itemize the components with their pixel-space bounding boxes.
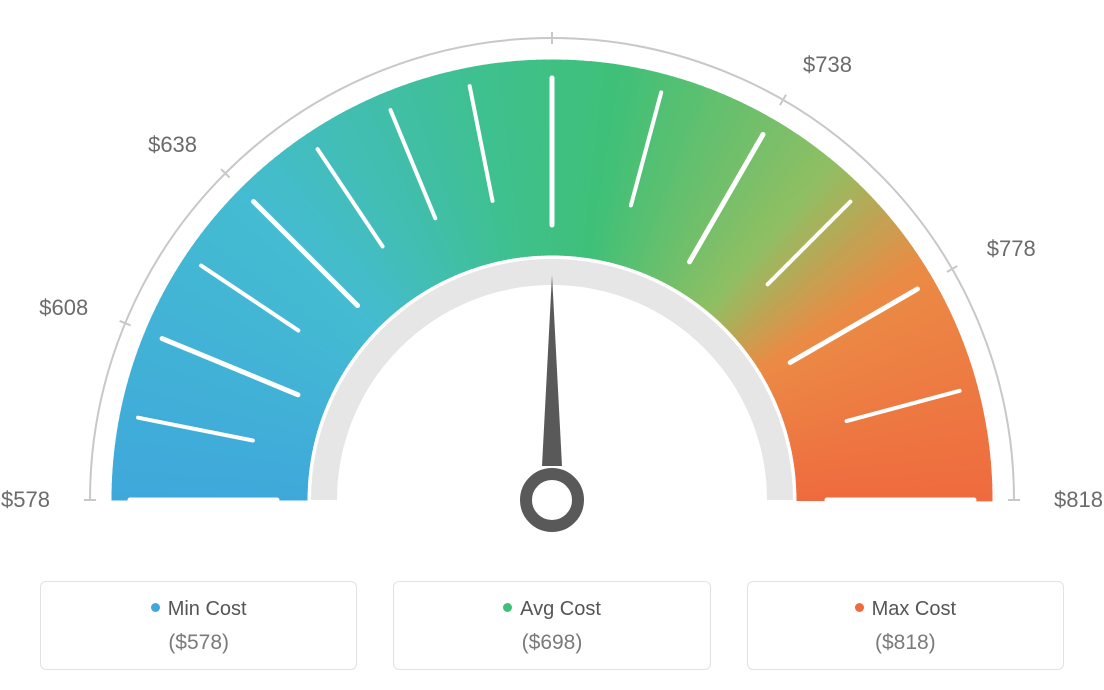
dot-icon: [151, 603, 160, 612]
dot-icon: [503, 603, 512, 612]
legend-title-text: Max Cost: [872, 598, 956, 620]
legend-card-avg: Avg Cost ($698): [393, 581, 710, 670]
gauge-svg: [0, 0, 1104, 560]
gauge-tick-label: $638: [148, 132, 197, 158]
gauge-tick-label: $608: [39, 295, 88, 321]
gauge-tick-label: $578: [1, 487, 50, 513]
gauge-tick-label: $818: [1054, 487, 1103, 513]
legend-row: Min Cost ($578) Avg Cost ($698) Max Cost…: [0, 581, 1104, 670]
legend-title-min: Min Cost: [51, 598, 346, 621]
gauge-tick-label: $778: [987, 236, 1036, 262]
cost-gauge-widget: $578$608$638$698$738$778$818 Min Cost ($…: [0, 0, 1104, 690]
gauge-tick-label: $738: [803, 52, 852, 78]
legend-value-avg: ($698): [404, 631, 699, 655]
gauge-chart: $578$608$638$698$738$778$818: [0, 0, 1104, 560]
legend-card-min: Min Cost ($578): [40, 581, 357, 670]
legend-title-avg: Avg Cost: [404, 598, 699, 621]
legend-card-max: Max Cost ($818): [747, 581, 1064, 670]
legend-title-max: Max Cost: [758, 598, 1053, 621]
legend-value-max: ($818): [758, 631, 1053, 655]
legend-value-min: ($578): [51, 631, 346, 655]
legend-title-text: Min Cost: [168, 598, 247, 620]
dot-icon: [855, 603, 864, 612]
legend-title-text: Avg Cost: [520, 598, 601, 620]
